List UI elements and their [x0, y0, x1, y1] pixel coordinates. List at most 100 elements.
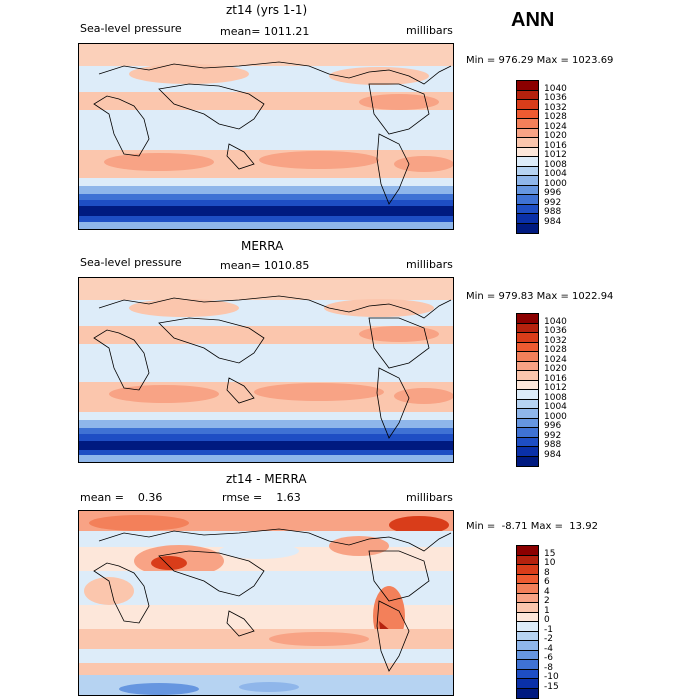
- colorbar-tick-label: 1036: [544, 326, 567, 336]
- colorbar-tick-label: 1000: [544, 411, 567, 422]
- colorbar-tick-label: 1000: [544, 178, 567, 189]
- colorbar-swatch: [517, 195, 538, 205]
- colorbar-swatch: [517, 342, 538, 352]
- colorbar-tick-label: 1008: [544, 392, 567, 403]
- colorbar-tick-label: 6: [544, 577, 550, 587]
- colorbar-swatch: [517, 138, 538, 148]
- colorbar-tick-label: 1: [544, 605, 550, 616]
- season-label: ANN: [511, 9, 555, 31]
- colorbar-swatch: [517, 90, 538, 100]
- rmse-label: rmse = 1.63: [222, 491, 301, 504]
- colorbar-tick-label: 996: [544, 188, 562, 198]
- mean-label: mean= 1011.21: [220, 25, 310, 38]
- colorbar-swatch: [517, 593, 538, 603]
- colorbar-tick-label: -10: [544, 672, 559, 682]
- colorbar-tick-label: 1032: [544, 335, 567, 346]
- colorbar-swatch: [517, 361, 538, 371]
- colorbar-swatch: [517, 223, 538, 233]
- difference-map: [79, 511, 453, 695]
- colorbar-swatch: [517, 669, 538, 679]
- colorbar-tick-label: 1036: [544, 93, 567, 103]
- colorbar: [516, 80, 539, 234]
- colorbar-swatch: [517, 214, 538, 224]
- colorbar-swatch: [517, 650, 538, 660]
- colorbar-tick-label: 1004: [544, 402, 567, 412]
- colorbar-swatch: [517, 622, 538, 632]
- colorbar-swatch: [517, 176, 538, 186]
- colorbar-tick-label: 996: [544, 421, 562, 431]
- colorbar-tick-label: 1012: [544, 150, 567, 160]
- colorbar: [516, 545, 539, 699]
- colorbar-swatch: [517, 371, 538, 381]
- colorbar-swatch: [517, 323, 538, 333]
- colorbar-tick-label: 992: [544, 430, 562, 441]
- colorbar-swatch: [517, 147, 538, 157]
- colorbar-tick-label: 10: [544, 558, 556, 568]
- colorbar-swatch: [517, 660, 538, 670]
- colorbar-swatch: [517, 574, 538, 584]
- colorbar-swatch: [517, 185, 538, 195]
- colorbar-tick-label: 992: [544, 197, 562, 208]
- panel-title: zt14 - MERRA: [226, 472, 307, 486]
- colorbar-tick-label: 988: [544, 207, 562, 217]
- colorbar-tick-label: 4: [544, 586, 550, 597]
- colorbar-tick-label: 1040: [544, 83, 567, 94]
- map-plot: [78, 510, 454, 696]
- colorbar-tick-label: -6: [544, 653, 553, 663]
- colorbar-swatch: [517, 546, 538, 556]
- colorbar-tick-label: -15: [544, 681, 559, 692]
- panel-title: MERRA: [241, 239, 284, 253]
- colorbar: [516, 313, 539, 467]
- map-plot: [78, 277, 454, 463]
- colorbar-tick-label: 1032: [544, 102, 567, 113]
- colorbar-swatch: [517, 555, 538, 565]
- sea-level-pressure-map: [79, 44, 453, 229]
- colorbar-tick-label: 8: [544, 567, 550, 578]
- colorbar-tick-label: -2: [544, 634, 553, 644]
- colorbar-tick-label: 1028: [544, 345, 567, 355]
- colorbar-swatch: [517, 399, 538, 409]
- units-label: millibars: [406, 491, 453, 504]
- colorbar-tick-label: 2: [544, 596, 550, 606]
- colorbar-swatch: [517, 418, 538, 428]
- colorbar-tick-label: 15: [544, 548, 556, 559]
- mean-label: mean= 1010.85: [220, 259, 310, 272]
- colorbar-swatch: [517, 447, 538, 457]
- colorbar-tick-label: 984: [544, 449, 562, 460]
- colorbar-tick-label: 1004: [544, 169, 567, 179]
- colorbar-tick-label: 1020: [544, 364, 567, 374]
- colorbar-swatch: [517, 100, 538, 110]
- colorbar-tick-label: -1: [544, 624, 553, 635]
- colorbar-swatch: [517, 679, 538, 689]
- colorbar-swatch: [517, 688, 538, 698]
- map-plot: [78, 43, 454, 230]
- colorbar-swatch: [517, 380, 538, 390]
- coastlines: [93, 295, 452, 439]
- minmax-label: Min = 976.29 Max = 1023.69: [466, 55, 614, 66]
- colorbar-swatch: [517, 612, 538, 622]
- colorbar-swatch: [517, 352, 538, 362]
- colorbar-swatch: [517, 128, 538, 138]
- colorbar-swatch: [517, 456, 538, 466]
- colorbar-tick-label: -4: [544, 643, 553, 654]
- colorbar-swatch: [517, 428, 538, 438]
- colorbar-tick-label: -8: [544, 662, 553, 673]
- colorbar-swatch: [517, 565, 538, 575]
- units-label: millibars: [406, 24, 453, 37]
- colorbar-swatch: [517, 603, 538, 613]
- colorbar-tick-label: 1024: [544, 121, 567, 132]
- colorbar-swatch: [517, 109, 538, 119]
- colorbar-swatch: [517, 631, 538, 641]
- sea-level-pressure-map: [79, 278, 453, 462]
- colorbar-tick-label: 1040: [544, 316, 567, 327]
- colorbar-swatch: [517, 81, 538, 91]
- mean-label: mean = 0.36: [80, 491, 163, 504]
- minmax-label: Min = -8.71 Max = 13.92: [466, 521, 598, 532]
- colorbar-swatch: [517, 333, 538, 343]
- colorbar-swatch: [517, 119, 538, 129]
- colorbar-tick-label: 1020: [544, 131, 567, 141]
- panel-title: zt14 (yrs 1-1): [226, 3, 308, 17]
- colorbar-swatch: [517, 390, 538, 400]
- colorbar-swatch: [517, 157, 538, 167]
- coastlines: [93, 528, 452, 672]
